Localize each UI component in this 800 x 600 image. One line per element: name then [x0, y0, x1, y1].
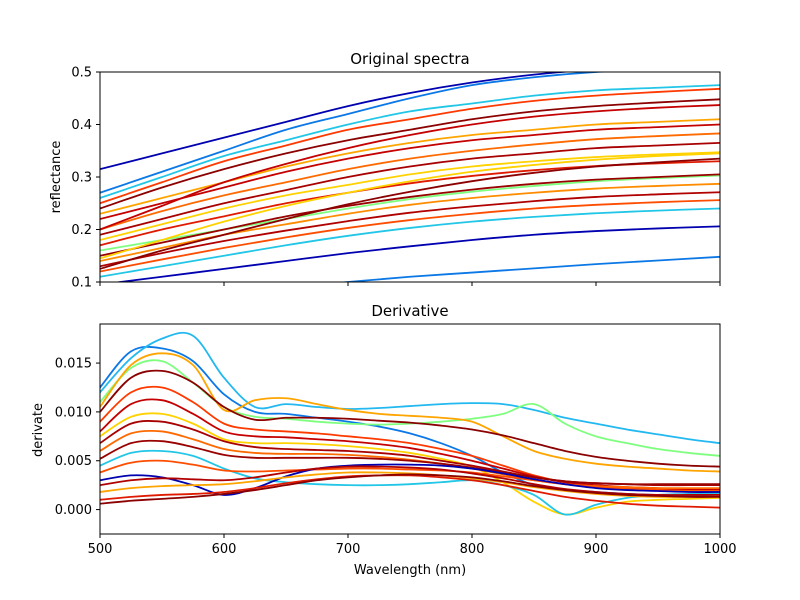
derivative-y-tick-label-3: 0.015 [55, 357, 92, 372]
derivative-series-line-17 [100, 473, 720, 505]
derivative-x-tick-label-0: 500 [88, 542, 113, 557]
reflectance-ticks: 0.1 0.2 0.3 0.4 0.5 [71, 66, 721, 291]
reflectance-series-line-14 [100, 191, 720, 268]
reflectance-series-line-18 [337, 255, 720, 282]
derivative-series-line-15 [100, 471, 720, 498]
reflectance-panel: Original spectra reflectance 0.10.20.30.… [49, 50, 721, 291]
reflectance-y-tick-label-4: 0.5 [71, 66, 92, 81]
derivative-y-tick-label-1: 0.005 [55, 454, 92, 469]
reflectance-series-line-4 [100, 98, 720, 210]
reflectance-y-tick-label-2: 0.3 [71, 171, 92, 186]
reflectance-plot-frame [99, 71, 721, 283]
derivative-series-line-14 [100, 465, 720, 496]
reflectance-series-line-8 [100, 141, 720, 236]
derivative-ticks: 500 600 700 800 900 1000 0.000 0.005 0.010 0.015 [55, 357, 737, 557]
reflectance-panel-title: Original spectra [350, 50, 470, 68]
reflectance-series-line-15 [100, 199, 720, 273]
reflectance-series-line-19 [100, 104, 720, 231]
derivative-axis-label: derivate [31, 403, 46, 457]
derivative-x-tick-label-1: 600 [212, 542, 237, 557]
reflectance-series-line-12 [100, 173, 720, 257]
reflectance-series-line-6 [100, 123, 720, 220]
reflectance-series-line-16 [100, 207, 720, 278]
reflectance-series-line-21 [100, 157, 720, 270]
reflectance-series-line-0 [100, 72, 573, 171]
reflectance-lines [100, 72, 720, 282]
derivative-panel-title: Derivative [371, 302, 448, 320]
derivative-x-tick-label-4: 900 [584, 542, 609, 557]
derivative-series-line-1 [100, 331, 720, 445]
derivative-x-tick-label-2: 700 [336, 542, 361, 557]
reflectance-series-line-17 [113, 225, 720, 282]
derivative-series-line-12 [100, 459, 720, 492]
reflectance-series-line-1 [100, 72, 613, 194]
derivative-x-tick-label-3: 800 [460, 542, 485, 557]
reflectance-series-line-2 [100, 84, 720, 199]
derivative-series-line-16 [100, 474, 720, 509]
reflectance-series-line-3 [100, 87, 720, 205]
reflectance-series-line-9 [100, 151, 720, 241]
reflectance-y-tick-label-3: 0.4 [71, 118, 92, 133]
derivative-lines [100, 331, 720, 516]
derivative-plot-frame [99, 323, 721, 535]
wavelength-axis-label: Wavelength (nm) [354, 563, 466, 578]
reflectance-series-line-5 [100, 118, 720, 215]
derivative-series-line-11 [100, 449, 720, 516]
derivative-series-line-10 [100, 439, 720, 486]
derivative-series-line-3 [100, 352, 720, 473]
derivative-series-line-9 [100, 429, 720, 490]
reflectance-y-tick-label-1: 0.2 [71, 223, 92, 238]
reflectance-y-tick-label-0: 0.1 [71, 276, 92, 291]
derivative-x-tick-label-5: 1000 [703, 542, 736, 557]
derivative-series-line-13 [100, 463, 720, 496]
derivative-series-line-4 [100, 369, 720, 468]
derivative-y-tick-label-2: 0.010 [55, 405, 92, 420]
derivative-y-tick-label-0: 0.000 [55, 503, 92, 518]
derivative-panel: Derivative derivate 500 600 700 800 900 1000 0… [31, 302, 737, 557]
reflectance-axis-label: reflectance [49, 141, 64, 214]
reflectance-series-line-7 [100, 132, 720, 231]
reflectance-series-line-20 [100, 152, 720, 260]
